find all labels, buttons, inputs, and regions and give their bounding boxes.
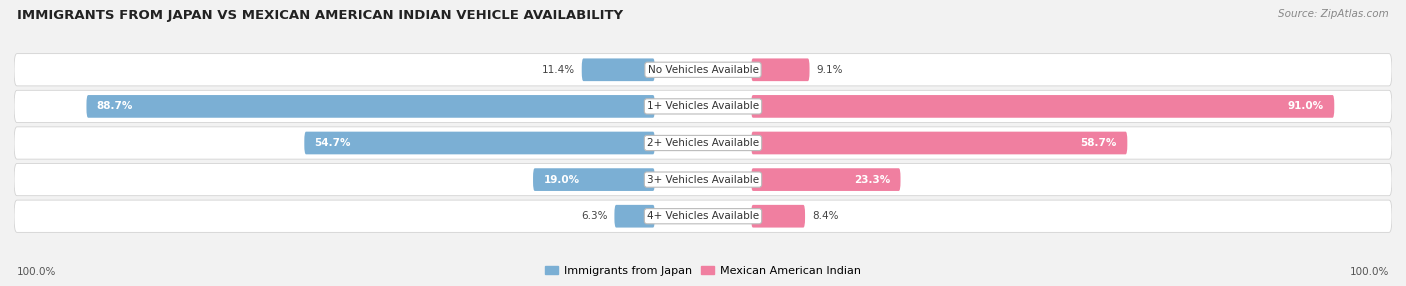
FancyBboxPatch shape — [14, 200, 1392, 232]
Text: 2+ Vehicles Available: 2+ Vehicles Available — [647, 138, 759, 148]
Text: 1+ Vehicles Available: 1+ Vehicles Available — [647, 102, 759, 111]
FancyBboxPatch shape — [751, 168, 900, 191]
FancyBboxPatch shape — [751, 132, 1128, 154]
FancyBboxPatch shape — [304, 132, 655, 154]
Text: 100.0%: 100.0% — [17, 267, 56, 277]
Text: 11.4%: 11.4% — [541, 65, 575, 75]
FancyBboxPatch shape — [751, 58, 810, 81]
Text: 23.3%: 23.3% — [853, 175, 890, 184]
Text: Source: ZipAtlas.com: Source: ZipAtlas.com — [1278, 9, 1389, 19]
FancyBboxPatch shape — [14, 164, 1392, 196]
FancyBboxPatch shape — [582, 58, 655, 81]
Text: 8.4%: 8.4% — [811, 211, 838, 221]
Text: 58.7%: 58.7% — [1081, 138, 1116, 148]
Text: 19.0%: 19.0% — [543, 175, 579, 184]
Text: IMMIGRANTS FROM JAPAN VS MEXICAN AMERICAN INDIAN VEHICLE AVAILABILITY: IMMIGRANTS FROM JAPAN VS MEXICAN AMERICA… — [17, 9, 623, 21]
Text: 6.3%: 6.3% — [581, 211, 607, 221]
Text: 3+ Vehicles Available: 3+ Vehicles Available — [647, 175, 759, 184]
FancyBboxPatch shape — [14, 54, 1392, 86]
Text: 4+ Vehicles Available: 4+ Vehicles Available — [647, 211, 759, 221]
FancyBboxPatch shape — [14, 90, 1392, 122]
FancyBboxPatch shape — [86, 95, 655, 118]
Text: 91.0%: 91.0% — [1288, 102, 1324, 111]
FancyBboxPatch shape — [751, 205, 806, 228]
Text: 100.0%: 100.0% — [1350, 267, 1389, 277]
Text: 9.1%: 9.1% — [817, 65, 844, 75]
FancyBboxPatch shape — [614, 205, 655, 228]
Text: 88.7%: 88.7% — [97, 102, 134, 111]
FancyBboxPatch shape — [751, 95, 1334, 118]
Text: 54.7%: 54.7% — [315, 138, 352, 148]
FancyBboxPatch shape — [14, 127, 1392, 159]
Legend: Immigrants from Japan, Mexican American Indian: Immigrants from Japan, Mexican American … — [541, 261, 865, 281]
Text: No Vehicles Available: No Vehicles Available — [648, 65, 758, 75]
FancyBboxPatch shape — [533, 168, 655, 191]
